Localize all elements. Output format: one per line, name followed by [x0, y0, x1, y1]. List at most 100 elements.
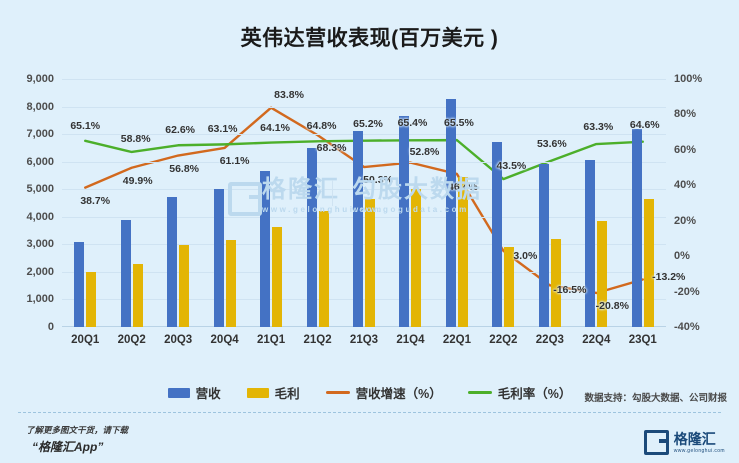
bar-revenue	[120, 220, 131, 327]
line-gross-margin	[84, 138, 644, 181]
x-tick-22Q2: 22Q2	[489, 334, 518, 346]
logo-url: www.gelonghui.com	[673, 447, 725, 454]
y-tick-right: 60%	[674, 143, 697, 156]
gridline	[62, 189, 666, 191]
gelonghui-logo: 格隆汇 www.gelonghui.com	[643, 430, 725, 455]
gridline	[62, 271, 666, 273]
gridline	[62, 216, 666, 218]
y-tick-left: 5,000	[26, 183, 54, 196]
point-label-gross-margin: 64.8%	[306, 120, 337, 133]
y-tick-right: 40%	[674, 179, 697, 192]
gelonghui-logo-icon	[643, 430, 670, 455]
point-label-revenue-growth: 83.8%	[274, 88, 304, 101]
x-tick-20Q2: 20Q2	[117, 334, 146, 346]
x-tick-22Q1: 22Q1	[442, 334, 471, 346]
gridline	[62, 134, 666, 136]
point-label-gross-margin: 65.4%	[397, 117, 428, 130]
point-label-revenue-growth: 68.3%	[316, 142, 347, 155]
point-label-gross-margin: 65.2%	[353, 117, 383, 130]
bar-revenue	[585, 160, 596, 327]
y-tick-right: -20%	[674, 285, 700, 298]
bar-revenue	[399, 116, 410, 327]
bar-revenue	[260, 171, 271, 327]
bar-revenue	[74, 242, 85, 327]
gridline	[62, 106, 666, 108]
chart-title: 英伟达营收表现(百万美元 )	[240, 27, 499, 50]
x-tick-20Q3: 20Q3	[164, 334, 193, 346]
bar-revenue	[538, 163, 549, 327]
bar-gross-profit	[86, 271, 97, 327]
x-tick-22Q4: 22Q4	[582, 334, 611, 346]
point-label-gross-margin: 58.8%	[120, 132, 151, 145]
bar-revenue	[353, 131, 363, 327]
point-label-revenue-growth: 56.8%	[169, 162, 200, 175]
legend-label: 营收增速（%）	[355, 387, 442, 401]
point-label-gross-margin: 63.1%	[207, 123, 238, 136]
point-label-gross-margin: 63.3%	[583, 121, 614, 133]
bar-revenue	[167, 196, 178, 327]
legend-label: 毛利	[274, 387, 300, 401]
gridline	[62, 299, 666, 301]
gridline	[62, 326, 666, 327]
x-tick-21Q1: 21Q1	[256, 334, 286, 346]
y-tick-left: 0	[47, 321, 54, 333]
y-tick-right: 80%	[674, 108, 697, 121]
footer-line-2: “格隆汇App”	[32, 440, 104, 454]
bar-gross-profit	[411, 189, 422, 327]
chart-legend: 营收 毛利 营收增速（%） 毛利率（%）	[0, 383, 739, 402]
source-note: 数据支持：勾股大数据、公司财报	[584, 393, 727, 404]
y-tick-right: 0%	[674, 250, 690, 263]
bar-revenue	[213, 189, 224, 327]
point-label-revenue-growth: 52.8%	[409, 145, 440, 158]
footer-divider	[18, 412, 721, 413]
gridline	[62, 161, 666, 163]
bar-revenue	[492, 142, 503, 327]
y-tick-left: 4,000	[26, 210, 54, 223]
x-tick-21Q2: 21Q2	[303, 334, 332, 346]
point-label-revenue-growth: -20.8%	[595, 299, 629, 312]
legend-item[interactable]: 营收	[167, 383, 221, 402]
legend-item[interactable]: 毛利率（%）	[467, 383, 572, 402]
bar-gross-profit	[504, 246, 515, 327]
y-tick-left: 2,000	[26, 265, 54, 278]
bar-gross-profit	[272, 227, 283, 327]
point-label-gross-margin: 65.1%	[70, 119, 101, 132]
gridline	[62, 244, 666, 246]
y-tick-left: 8,000	[26, 100, 54, 113]
bar-gross-profit	[225, 240, 236, 327]
point-label-gross-margin: 53.6%	[536, 138, 567, 151]
legend-label: 毛利率（%）	[497, 387, 572, 401]
point-label-revenue-growth: 46.4%	[448, 180, 478, 193]
x-tick-21Q4: 21Q4	[396, 334, 425, 346]
plot-area	[62, 79, 666, 327]
y-tick-right: 100%	[674, 73, 703, 85]
line-revenue-growth	[84, 106, 644, 295]
bar-gross-profit	[643, 198, 654, 327]
y-tick-left: 3,000	[26, 238, 54, 251]
point-label-gross-margin: 62.6%	[165, 124, 196, 137]
bar-revenue	[445, 98, 456, 327]
legend-label: 营收	[195, 387, 221, 401]
logo-text: 格隆汇	[673, 430, 716, 447]
point-label-revenue-growth: -16.5%	[553, 284, 587, 297]
point-label-gross-margin: 64.6%	[629, 118, 660, 131]
y-axis-left: 0 1,000 2,000 3,000 4,000 5,000 6,000 7,000 8,00…	[0, 73, 54, 333]
point-label-gross-margin: 43.5%	[496, 160, 527, 173]
bar-gross-profit	[179, 245, 190, 327]
y-axis-right: -40% -20% 0% 20% 40% 60% 80% 100%	[674, 73, 736, 333]
bar-gross-profit	[457, 177, 468, 327]
bar-gross-profit	[365, 199, 375, 327]
y-tick-right: -40%	[674, 321, 700, 333]
legend-swatch-icon	[167, 387, 190, 398]
gridline	[62, 79, 666, 80]
point-label-revenue-growth: 61.1%	[219, 154, 250, 167]
bar-gross-profit	[597, 221, 608, 327]
legend-item[interactable]: 毛利	[246, 383, 300, 402]
y-tick-right: 20%	[674, 214, 697, 227]
x-tick-21Q3: 21Q3	[349, 334, 379, 346]
legend-item[interactable]: 营收增速（%）	[325, 383, 442, 402]
bar-gross-profit	[318, 210, 329, 327]
y-tick-left: 9,000	[26, 73, 54, 85]
y-tick-left: 1,000	[26, 293, 54, 306]
point-label-revenue-growth: 50.3%	[363, 174, 393, 187]
